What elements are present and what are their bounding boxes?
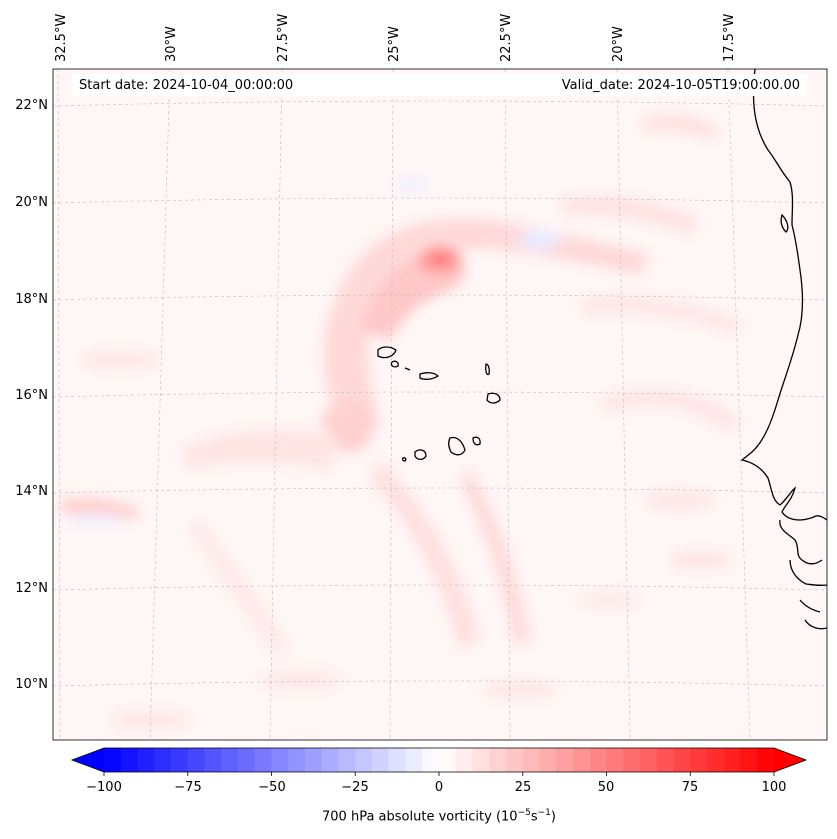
start-date: Start date: 2024-10-04_00:00:00 xyxy=(79,78,294,93)
colorbar-cell xyxy=(271,748,289,772)
colorbar-cell xyxy=(120,748,138,772)
colorbar-cell xyxy=(422,748,440,772)
colorbar xyxy=(70,747,808,776)
colorbar-cell xyxy=(355,748,373,772)
colorbar-cells xyxy=(104,748,775,772)
colorbar-cell xyxy=(405,748,423,772)
lon-label: 17.5°W xyxy=(722,13,737,62)
colorbar-cell xyxy=(640,748,658,772)
colorbar-cell xyxy=(522,748,540,772)
header-strip xyxy=(72,74,807,96)
lat-label: 16°N xyxy=(15,388,48,403)
cape-verde-islands xyxy=(377,346,501,462)
colorbar-cell xyxy=(556,748,574,772)
lat-label: 20°N xyxy=(15,195,48,210)
colorbar-tick-label: 75 xyxy=(681,780,699,795)
graticule xyxy=(53,69,827,740)
colorbar-cell xyxy=(573,748,591,772)
colorbar-cell xyxy=(439,748,457,772)
colorbar-cell xyxy=(472,748,490,772)
colorbar-label-text: 700 hPa absolute vorticity (10 xyxy=(322,809,518,825)
lon-label: 22.5°W xyxy=(499,13,514,62)
colorbar-tick-label: 50 xyxy=(597,780,615,795)
lat-label: 14°N xyxy=(15,484,48,499)
colorbar-tick-label: 0 xyxy=(434,780,444,795)
colorbar-tick-label: −25 xyxy=(341,780,369,795)
colorbar-cell xyxy=(171,748,189,772)
colorbar-cell xyxy=(137,748,155,772)
colorbar-cell xyxy=(154,748,172,772)
lat-label: 22°N xyxy=(15,98,48,113)
colorbar-tick-label: 100 xyxy=(761,780,787,795)
colorbar-cell xyxy=(187,748,205,772)
colorbar-cell xyxy=(204,748,222,772)
colorbar-cell xyxy=(757,748,775,772)
colorbar-cell xyxy=(321,748,339,772)
colorbar-cell xyxy=(254,748,272,772)
colorbar-cell xyxy=(372,748,390,772)
colorbar-cell xyxy=(221,748,239,772)
valid-date: Valid_date: 2024-10-05T19:00:00.00 xyxy=(561,78,800,93)
lon-label: 30°W xyxy=(164,26,179,62)
colorbar-tick-label: −75 xyxy=(174,780,202,795)
colorbar-cell xyxy=(606,748,624,772)
colorbar-tick-label: −50 xyxy=(258,780,286,795)
colorbar-cell xyxy=(589,748,607,772)
colorbar-cell xyxy=(238,748,256,772)
lat-label: 12°N xyxy=(15,581,48,596)
colorbar-cell xyxy=(707,748,725,772)
vorticity-field xyxy=(60,114,740,729)
colorbar-cell xyxy=(723,748,741,772)
lat-label: 10°N xyxy=(15,677,48,692)
colorbar-label-unit: s xyxy=(530,809,538,825)
colorbar-cell xyxy=(690,748,708,772)
colorbar-cell xyxy=(740,748,758,772)
colorbar-tick-label: −100 xyxy=(86,780,122,795)
colorbar-label-exp1: −5 xyxy=(517,808,531,818)
lon-label: 25°W xyxy=(387,26,402,62)
colorbar-cell xyxy=(388,748,406,772)
colorbar-cell xyxy=(489,748,507,772)
colorbar-tick-label: 25 xyxy=(514,780,532,795)
colorbar-cell xyxy=(455,748,473,772)
colorbar-cell xyxy=(104,748,122,772)
colorbar-left-extend xyxy=(72,748,104,772)
lat-label: 18°N xyxy=(15,292,48,307)
colorbar-cell xyxy=(623,748,641,772)
colorbar-right-extend xyxy=(774,748,806,772)
colorbar-cell xyxy=(305,748,323,772)
colorbar-cell xyxy=(288,748,306,772)
colorbar-cell xyxy=(539,748,557,772)
colorbar-cell xyxy=(506,748,524,772)
colorbar-cell xyxy=(673,748,691,772)
coastline xyxy=(740,69,827,630)
colorbar-cell xyxy=(338,748,356,772)
colorbar-label-end: ) xyxy=(550,809,556,825)
colorbar-label: 700 hPa absolute vorticity (10−5s−1) xyxy=(322,808,556,824)
map-frame xyxy=(52,68,828,741)
colorbar-tick-marks xyxy=(103,772,775,776)
lon-label: 27.5°W xyxy=(276,13,291,62)
colorbar-cell xyxy=(656,748,674,772)
colorbar-label-exp2: −1 xyxy=(537,808,551,818)
lon-label: 20°W xyxy=(611,26,626,62)
lon-label: 32.5°W xyxy=(54,13,69,62)
